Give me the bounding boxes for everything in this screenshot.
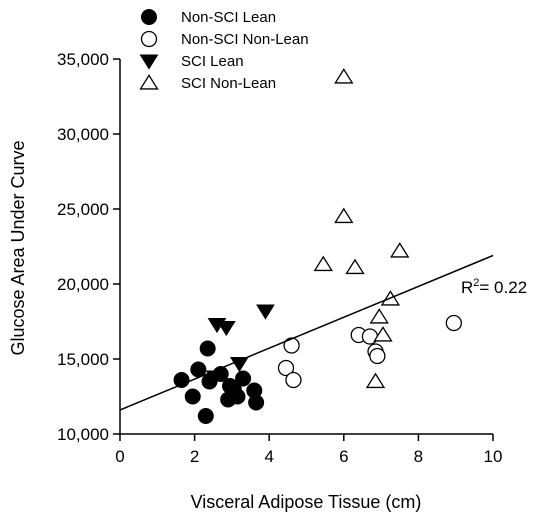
regression-line [119, 254, 494, 411]
legend-marker-sci-non-lean [139, 74, 159, 90]
point-sci-lean [229, 357, 249, 373]
y-tick-label: 15,000 [57, 350, 109, 369]
x-tick-label: 6 [339, 447, 348, 466]
y-tick-label: 30,000 [57, 125, 109, 144]
point-sci-non-lean [373, 326, 393, 342]
y-tick-label: 25,000 [57, 200, 109, 219]
r-squared-annotation: R2= 0.22 [461, 277, 527, 297]
y-tick-label: 10,000 [57, 425, 109, 444]
legend-marker-non-sci-non-lean [140, 30, 158, 48]
legend-label-non-sci-lean: Non-SCI Lean [181, 9, 276, 26]
legend-label-sci-non-lean: SCI Non-Lean [181, 75, 276, 92]
x-tick-label: 2 [190, 447, 199, 466]
point-non-sci-lean [199, 340, 216, 357]
x-axis-title: Visceral Adipose Tissue (cm) [191, 492, 422, 512]
point-non-sci-non-lean [277, 359, 295, 377]
legend-marker-sci-lean [139, 54, 159, 70]
point-sci-non-lean [365, 372, 386, 389]
legend: Non-SCI Lean Non-SCI Non-Lean SCI Lean SCI … [139, 9, 309, 92]
point-sci-non-lean [390, 242, 410, 258]
point-non-sci-non-lean [445, 314, 462, 332]
point-sci-non-lean [369, 308, 389, 324]
x-tick-label: 4 [264, 447, 273, 466]
axes: 0 2 4 6 8 10 10,000 15,000 20,000 25,000 30,000 35,… [57, 50, 502, 466]
point-non-sci-lean [184, 388, 201, 405]
r-squared-value: = 0.22 [479, 278, 527, 297]
x-tick-label: 10 [484, 447, 503, 466]
point-sci-non-lean [313, 255, 333, 272]
r-squared-label: R [461, 278, 473, 297]
point-sci-lean [256, 304, 275, 320]
point-non-sci-non-lean [285, 371, 302, 389]
point-sci-non-lean [345, 258, 365, 275]
x-tick-label: 0 [115, 447, 124, 466]
legend-label-sci-lean: SCI Lean [181, 53, 244, 70]
point-sci-non-lean [334, 68, 354, 84]
x-tick-label: 8 [414, 447, 423, 466]
point-non-sci-non-lean [283, 337, 300, 354]
y-tick-label: 35,000 [57, 50, 109, 69]
data-markers [173, 68, 462, 424]
y-tick-label: 20,000 [57, 275, 109, 294]
point-non-sci-lean [235, 370, 252, 387]
r-squared-superscript: 2 [473, 277, 479, 289]
point-sci-lean [216, 321, 236, 337]
point-non-sci-lean [248, 394, 265, 411]
point-non-sci-lean [197, 408, 214, 424]
legend-marker-non-sci-lean [141, 9, 157, 25]
point-non-sci-lean [229, 388, 246, 405]
y-axis-title: Glucose Area Under Curve [8, 140, 28, 355]
point-non-sci-non-lean [361, 328, 379, 345]
point-non-sci-non-lean [369, 347, 386, 365]
legend-label-non-sci-non-lean: Non-SCI Non-Lean [181, 31, 309, 48]
point-sci-non-lean [334, 207, 354, 224]
